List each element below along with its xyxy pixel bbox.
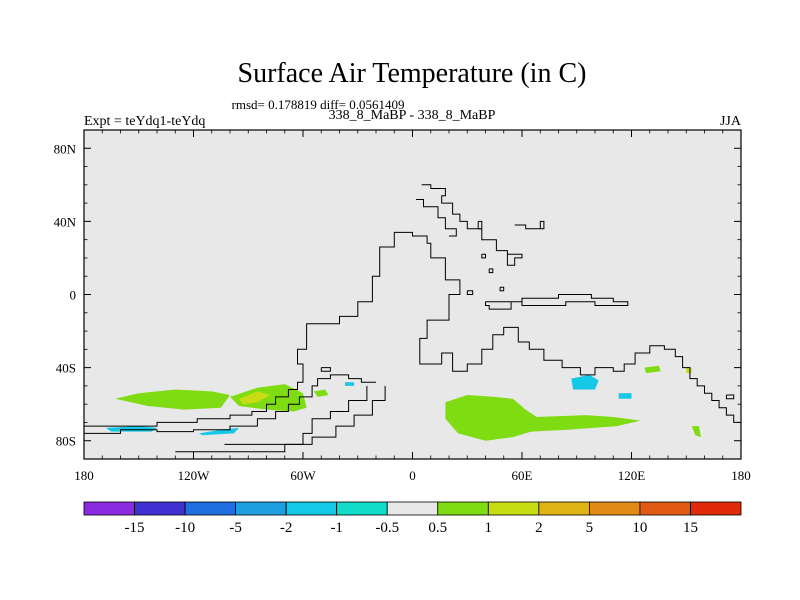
- colorbar-label-10: 10: [632, 520, 647, 536]
- colorbar-label-1: -10: [175, 520, 195, 536]
- coastline-4: [320, 367, 331, 372]
- coastline-13: [485, 294, 629, 310]
- anomaly-region-12: [691, 426, 701, 438]
- colorbar-swatch-9: [538, 501, 590, 516]
- y-tick-label-0: 80N: [54, 141, 77, 156]
- y-tick-label-2: 0: [70, 288, 77, 303]
- anomaly-region-11: [686, 367, 692, 374]
- colorbar-swatch-1: [134, 501, 186, 516]
- anomaly-region-10: [644, 365, 661, 374]
- coastline-8: [477, 220, 483, 230]
- colorbar-swatch-0: [83, 501, 135, 516]
- x-tick-label-4: 60E: [512, 468, 533, 483]
- coastline-14: [725, 394, 735, 400]
- colorbar-labels: -15 -10 -5 -2 -1 -0.5 0.5 1 2 5 10 15: [125, 520, 698, 536]
- colorbar-label-4: -1: [330, 520, 343, 536]
- coastline-layer: [84, 184, 741, 453]
- coastline-5: [421, 184, 523, 266]
- colorbar-label-11: 15: [683, 520, 698, 536]
- colorbar-label-2: -5: [229, 520, 242, 536]
- colorbar-label-3: -2: [280, 520, 293, 536]
- season-label: JJA: [720, 114, 742, 129]
- x-tick-label-6: 180: [731, 468, 751, 483]
- colorbar-label-8: 2: [535, 520, 543, 536]
- colorbar-swatch-4: [285, 501, 338, 516]
- colorbar-swatch-7: [437, 501, 489, 516]
- coastline-3: [175, 385, 386, 453]
- anomaly-region-2: [239, 391, 271, 405]
- anomaly-layer: [105, 365, 701, 441]
- anomaly-region-8: [571, 374, 599, 390]
- coastline-9: [488, 268, 494, 274]
- x-axis-labels: 180 120W 60W 0 60E 120E 180: [74, 468, 751, 483]
- colorbar-swatch-12: [690, 501, 742, 516]
- period-label: 338_8_MaBP - 338_8_MaBP: [329, 108, 496, 123]
- anomaly-region-1: [230, 384, 307, 412]
- anomaly-region-3: [313, 389, 329, 397]
- y-axis-labels: 80N 40N 0 40S 80S: [54, 141, 77, 448]
- anomaly-region-9: [618, 393, 632, 399]
- experiment-label: Expt = teYdq1-teYdq: [84, 114, 205, 129]
- chart-title: Surface Air Temperature (in C): [238, 58, 587, 89]
- colorbar-label-5: -0.5: [375, 520, 399, 536]
- y-tick-label-4: 80S: [56, 434, 76, 449]
- coastline-0: [224, 385, 368, 445]
- colorbar-swatch-10: [588, 501, 641, 516]
- colorbar-swatch-2: [184, 501, 237, 516]
- anomaly-region-7: [445, 395, 641, 441]
- map-frame: [83, 129, 742, 460]
- coastline-6: [416, 199, 457, 237]
- coastline-2: [84, 374, 376, 434]
- anomaly-region-4: [345, 382, 355, 386]
- x-tick-label-1: 120W: [178, 468, 211, 483]
- coastline-7: [514, 220, 545, 230]
- coastline-12: [466, 290, 474, 295]
- colorbar-label-0: -15: [125, 520, 145, 536]
- colorbar: [83, 501, 742, 516]
- x-tick-label-2: 60W: [290, 468, 316, 483]
- x-tick-label-3: 0: [409, 468, 416, 483]
- map-background: [84, 130, 741, 459]
- colorbar-swatch-5: [336, 501, 388, 516]
- coastline-1: [84, 231, 741, 427]
- x-tick-label-0: 180: [74, 468, 94, 483]
- coastline-11: [499, 286, 505, 292]
- colorbar-swatch-11: [639, 501, 691, 516]
- colorbar-label-7: 1: [485, 520, 493, 536]
- colorbar-swatch-8: [487, 501, 540, 516]
- x-tick-label-5: 120E: [618, 468, 646, 483]
- anomaly-region-0: [115, 389, 230, 410]
- coastline-10: [481, 253, 486, 259]
- stats-text: rmsd= 0.178819 diff= 0.0561409: [232, 97, 405, 112]
- colorbar-swatch-3: [235, 501, 287, 516]
- colorbar-swatch-6: [386, 501, 439, 516]
- colorbar-label-6: 0.5: [428, 520, 447, 536]
- y-tick-label-1: 40N: [54, 214, 77, 229]
- y-tick-label-3: 40S: [56, 361, 76, 376]
- map-panel: [83, 129, 742, 460]
- colorbar-label-9: 5: [586, 520, 594, 536]
